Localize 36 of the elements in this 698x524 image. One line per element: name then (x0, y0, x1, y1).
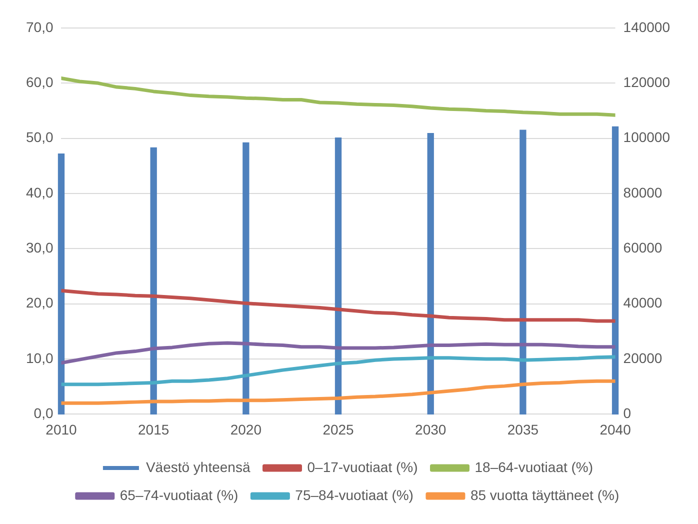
bar (427, 133, 434, 415)
y2-tick-label: 40000 (623, 294, 662, 311)
x-tick-label: 2025 (322, 421, 354, 438)
y-tick-label: 30,0 (26, 240, 54, 256)
y2-tick-label: 0 (623, 405, 632, 422)
bar (242, 142, 250, 415)
y2-tick-label: 60000 (623, 240, 662, 256)
legend-label: 75–84-vuotiaat (%) (295, 486, 414, 503)
bar (520, 130, 526, 415)
y2-tick-label: 20000 (623, 350, 662, 366)
y-tick-label: 20,0 (26, 294, 54, 311)
bar (58, 153, 65, 415)
bar (612, 126, 619, 415)
y-tick-label: 0,0 (34, 405, 54, 422)
x-tick-label: 2030 (415, 421, 446, 438)
y-tick-label: 50,0 (26, 129, 54, 146)
y2-tick-label: 120000 (623, 74, 670, 90)
y-tick-label: 60,0 (26, 74, 54, 90)
x-tick-label: 2015 (138, 421, 170, 438)
y-tick-label: 40,0 (26, 184, 54, 200)
y-tick-label: 10,0 (26, 350, 54, 366)
y-tick-label: 70,0 (26, 18, 54, 35)
x-tick-label: 2010 (46, 421, 78, 438)
y2-tick-label: 80000 (623, 184, 662, 200)
legend-label: 18–64-vuotiaat (%) (474, 458, 594, 475)
legend-label: Väestö yhteensä (146, 458, 250, 475)
y2-tick-label: 100000 (623, 129, 670, 146)
bar (150, 147, 157, 415)
y2-tick-label: 140000 (623, 18, 670, 35)
legend-label: 0–17-vuotiaat (%) (307, 458, 418, 475)
x-tick-label: 2020 (230, 421, 262, 438)
x-tick-label: 2035 (507, 421, 539, 438)
x-tick-label: 2040 (600, 421, 632, 438)
bar (334, 137, 342, 415)
legend-label: 65–74-vuotiaat (%) (120, 486, 238, 503)
legend-label: 85 vuotta täyttäneet (%) (470, 486, 620, 503)
